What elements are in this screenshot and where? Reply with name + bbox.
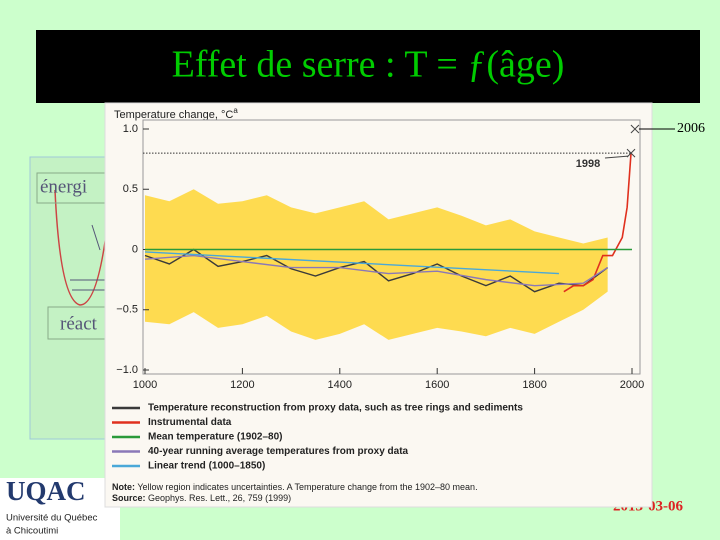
chart-title-text: Temperature change, °C — [114, 109, 233, 121]
series-line — [144, 248, 609, 293]
note-label: Note: — [112, 482, 135, 492]
y-tick-label: −1.0 — [116, 364, 138, 376]
source-label: Source: — [112, 493, 146, 503]
legend-label: Linear trend (1000–1850) — [148, 461, 265, 472]
series-line — [563, 153, 632, 293]
title-bar — [36, 30, 700, 103]
side-label: énergi — [40, 176, 87, 197]
x-tick-label: 1000 — [133, 379, 157, 391]
legend-label: Temperature reconstruction from proxy da… — [148, 403, 523, 414]
series-line — [144, 251, 559, 275]
legend-label: 40-year running average temperatures fro… — [148, 446, 409, 457]
slide-title: Effet de serre : T = ƒ(âge) — [172, 44, 565, 86]
annotation-marker — [630, 124, 640, 134]
note: Note: Yellow region indicates uncertaint… — [112, 482, 478, 492]
logo-box — [0, 478, 120, 540]
chart-title-mark: a — [233, 106, 238, 115]
side-label: réact — [60, 313, 98, 334]
y-tick-label: 0.5 — [123, 183, 138, 195]
x-tick-label: 1200 — [230, 379, 254, 391]
diagram-lines — [70, 224, 110, 291]
y-tick-label: 0 — [132, 243, 138, 255]
source-text: Geophys. Res. Lett., 26, 759 (1999) — [148, 493, 291, 503]
x-tick-label: 1400 — [328, 379, 352, 391]
logo-line: à Chicoutimi — [6, 526, 58, 537]
note-text: Yellow region indicates uncertainties. A… — [137, 482, 477, 492]
x-tick-label: 1600 — [425, 379, 449, 391]
logo-name: UQAC — [6, 476, 86, 506]
legend-label: Mean temperature (1902–80) — [148, 432, 283, 443]
x-tick-label: 2000 — [620, 379, 644, 391]
source: Source: Geophys. Res. Lett., 26, 759 (19… — [112, 493, 291, 503]
annotation-label: 1998 — [576, 158, 600, 170]
x-tick-label: 1800 — [522, 379, 546, 391]
legend-label: Instrumental data — [148, 417, 232, 428]
annotation-marker — [626, 148, 636, 158]
annotation-label: 2006 — [677, 121, 705, 136]
y-tick-label: 1.0 — [123, 123, 138, 135]
logo-line: Université du Québec — [6, 513, 98, 524]
chart-title: Temperature change, °Ca — [114, 106, 238, 121]
y-tick-label: −0.5 — [116, 304, 138, 316]
curve — [54, 189, 111, 306]
series-line — [144, 254, 609, 287]
annotation-line — [604, 155, 629, 159]
